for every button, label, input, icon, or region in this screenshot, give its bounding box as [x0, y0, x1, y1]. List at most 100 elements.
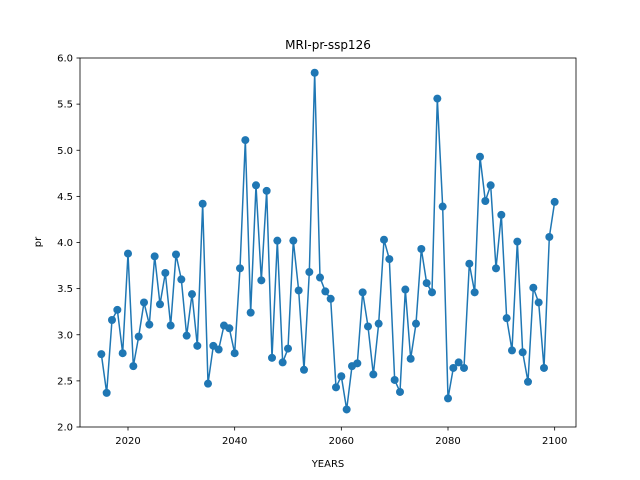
- data-point: [476, 152, 484, 161]
- data-point: [353, 359, 362, 368]
- data-point: [214, 345, 223, 354]
- y-tick-label: 4.0: [57, 238, 73, 249]
- data-point: [289, 236, 298, 245]
- data-point: [236, 264, 244, 273]
- data-point: [198, 199, 207, 208]
- data-point: [140, 298, 148, 307]
- data-point: [406, 354, 415, 363]
- x-tick-label: 2080: [435, 436, 460, 447]
- data-point: [502, 314, 511, 323]
- plot-content: [97, 68, 559, 414]
- data-point: [529, 283, 538, 292]
- data-point: [252, 181, 260, 190]
- data-point: [188, 290, 196, 299]
- data-point: [316, 273, 324, 282]
- data-point: [385, 255, 394, 264]
- data-point: [550, 197, 559, 206]
- data-point: [262, 186, 271, 195]
- data-point: [193, 341, 202, 350]
- data-point: [465, 259, 474, 268]
- y-tick-label: 5.5: [57, 100, 73, 111]
- data-point: [172, 250, 180, 259]
- series-line: [100, 72, 556, 411]
- data-point: [177, 275, 186, 284]
- data-point: [545, 232, 554, 241]
- data-point: [508, 346, 516, 355]
- y-tick-label: 5.0: [57, 146, 73, 157]
- data-point: [97, 350, 106, 359]
- data-point: [113, 305, 122, 314]
- data-point: [396, 387, 404, 396]
- y-tick-label: 2.5: [57, 376, 73, 387]
- data-point: [428, 288, 436, 297]
- y-tick-label: 3.0: [57, 330, 73, 341]
- data-point: [134, 332, 143, 341]
- data-point: [358, 288, 367, 297]
- x-axis-label: YEARS: [311, 459, 345, 470]
- data-point: [284, 344, 292, 353]
- data-point: [486, 181, 495, 190]
- data-point: [156, 300, 164, 309]
- data-point: [278, 358, 287, 367]
- data-point: [417, 244, 426, 253]
- data-point: [310, 68, 319, 77]
- data-point: [364, 322, 372, 331]
- data-point: [444, 394, 452, 403]
- x-tick-label: 2100: [542, 436, 567, 447]
- y-tick-label: 6.0: [57, 54, 73, 65]
- data-point: [481, 196, 490, 205]
- data-point: [305, 268, 314, 277]
- data-point: [268, 353, 276, 362]
- data-point: [326, 294, 335, 303]
- data-point: [124, 249, 132, 258]
- y-tick-label: 3.5: [57, 284, 73, 295]
- data-point: [225, 324, 234, 333]
- data-point: [380, 235, 388, 244]
- data-point: [540, 363, 548, 372]
- data-point: [273, 236, 282, 245]
- data-point: [342, 405, 351, 414]
- data-point: [230, 349, 239, 358]
- data-point: [460, 363, 468, 372]
- data-point: [204, 379, 212, 388]
- x-tick-label: 2020: [115, 436, 140, 447]
- data-point: [332, 383, 340, 392]
- data-point: [166, 321, 175, 330]
- data-point: [108, 315, 116, 324]
- data-point: [294, 286, 303, 295]
- data-point: [129, 362, 138, 371]
- data-point: [492, 264, 500, 273]
- data-point: [246, 308, 255, 317]
- y-tick-label: 2.0: [57, 423, 73, 434]
- data-point: [449, 363, 458, 372]
- data-point: [374, 319, 383, 328]
- data-point: [401, 285, 410, 294]
- data-point: [102, 388, 111, 397]
- data-point: [161, 268, 170, 277]
- data-point: [497, 210, 506, 219]
- data-point: [513, 237, 522, 246]
- data-point: [518, 348, 527, 357]
- x-tick-label: 2060: [329, 436, 354, 447]
- data-point: [118, 349, 127, 358]
- data-point: [390, 375, 399, 384]
- y-axis: 2.0 2.5 3.0 3.5 4.0 4.5 5.0 5.5 6.0: [57, 54, 80, 434]
- data-point: [534, 298, 543, 307]
- data-point: [241, 136, 250, 145]
- data-point: [369, 370, 378, 379]
- data-point: [300, 365, 308, 374]
- data-point: [412, 319, 420, 328]
- x-axis: 2020 2040 2060 2080 2100: [115, 427, 567, 447]
- y-tick-label: 4.5: [57, 192, 73, 203]
- data-point: [433, 94, 442, 103]
- data-point: [145, 320, 154, 329]
- data-point: [321, 287, 330, 296]
- data-point: [182, 331, 191, 340]
- data-point: [524, 377, 532, 386]
- chart-title: MRI-pr-ssp126: [285, 38, 371, 52]
- data-point: [422, 279, 431, 288]
- data-point: [470, 288, 479, 297]
- data-point: [150, 252, 159, 261]
